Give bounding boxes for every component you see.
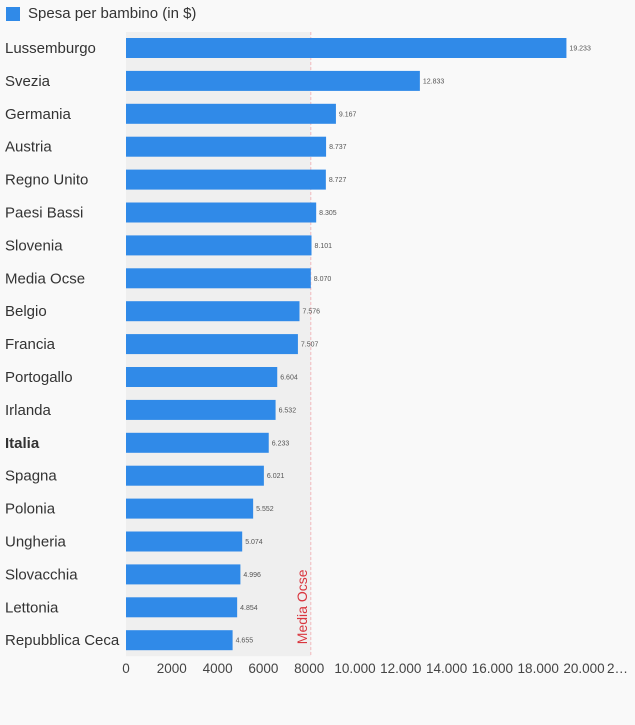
legend: Spesa per bambino (in $) [6, 5, 196, 22]
category-label: Paesi Bassi [5, 205, 83, 222]
x-tick-label: 2… [607, 661, 628, 676]
category-label: Regno Unito [5, 172, 88, 189]
category-label: Irlanda [5, 402, 52, 419]
bar [126, 531, 243, 552]
reference-line-label: Media Ocse [294, 569, 310, 644]
value-label: 12.833 [423, 78, 445, 85]
category-label: Repubblica Ceca [5, 632, 120, 649]
bar [126, 367, 278, 387]
category-label: Spagna [5, 468, 57, 485]
value-label: 8.101 [315, 243, 333, 250]
bar [126, 301, 300, 322]
value-label: 7.576 [302, 309, 320, 316]
category-label: Ungheria [5, 534, 67, 551]
bar [126, 103, 336, 124]
x-tick-label: 14.000 [426, 661, 467, 676]
bar [126, 334, 298, 355]
value-label: 4.655 [236, 638, 254, 645]
bar [126, 38, 567, 58]
x-tick-label: 8000 [294, 661, 324, 676]
category-label: Austria [5, 139, 52, 156]
x-tick-label: 12.000 [380, 661, 421, 676]
value-label: 8.727 [329, 177, 347, 184]
value-label: 7.507 [301, 342, 319, 349]
x-tick-label: 18.000 [518, 661, 559, 676]
category-label: Svezia [5, 73, 51, 90]
value-label: 5.552 [256, 506, 274, 513]
x-tick-label: 20.000 [563, 661, 604, 676]
bar [126, 597, 238, 618]
bar [126, 399, 276, 420]
legend-swatch [6, 6, 20, 21]
category-label: Germania [5, 106, 72, 123]
value-label: 8.737 [329, 144, 347, 151]
category-label: Lussemburgo [5, 40, 96, 57]
category-label: Lettonia [5, 599, 59, 616]
bar [126, 268, 311, 289]
x-tick-label: 2000 [157, 661, 187, 676]
bar [126, 564, 241, 585]
category-label: Slovacchia [5, 566, 78, 583]
value-label: 6.532 [279, 407, 297, 414]
bar [126, 432, 269, 453]
category-label: Portogallo [5, 369, 73, 386]
value-label: 5.074 [245, 539, 263, 546]
x-tick-label: 10.000 [334, 661, 375, 676]
value-label: 6.233 [272, 440, 290, 447]
category-label: Slovenia [5, 237, 63, 254]
value-label: 4.854 [240, 605, 258, 612]
value-label: 8.305 [319, 210, 337, 217]
value-label: 8.070 [314, 276, 332, 283]
bar [126, 70, 420, 91]
category-label: Media Ocse [5, 270, 85, 287]
legend-label: Spesa per bambino (in $) [28, 5, 197, 22]
category-label: Polonia [5, 501, 56, 518]
value-label: 6.021 [267, 473, 285, 480]
x-tick-label: 4000 [203, 661, 233, 676]
bar [126, 465, 264, 486]
bar [126, 136, 327, 157]
value-label: 6.604 [280, 375, 298, 382]
value-label: 4.996 [243, 572, 261, 579]
category-label: Francia [5, 336, 56, 353]
bar [126, 169, 326, 190]
value-label: 19.233 [569, 46, 591, 53]
bar [126, 498, 254, 519]
category-label: Italia [5, 435, 40, 452]
bar [126, 235, 312, 256]
x-tick-label: 6000 [248, 661, 278, 676]
value-label: 9.167 [339, 111, 357, 118]
bar [126, 630, 233, 651]
category-label: Belgio [5, 303, 47, 320]
x-tick-label: 0 [122, 661, 130, 676]
x-tick-label: 16.000 [472, 661, 513, 676]
bar [126, 202, 317, 223]
